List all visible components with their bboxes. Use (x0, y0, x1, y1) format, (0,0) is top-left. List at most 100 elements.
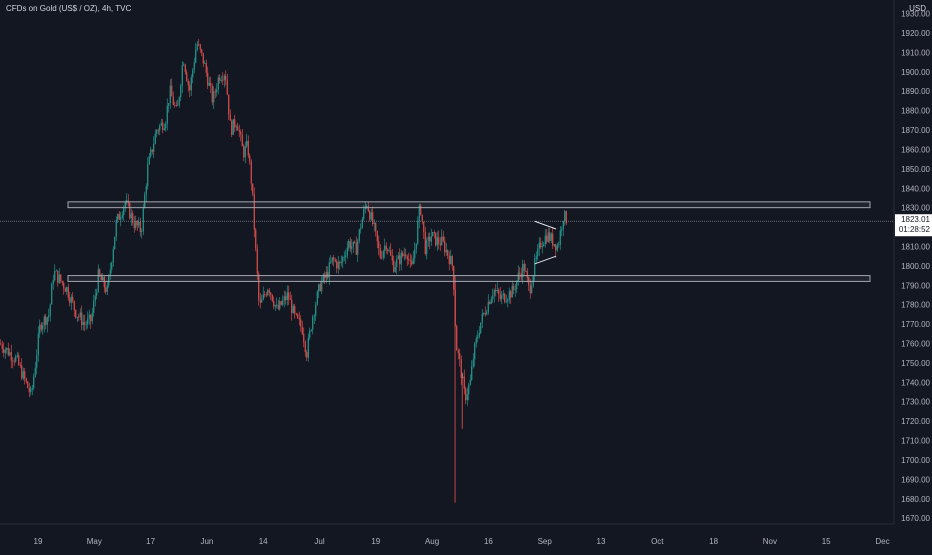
candle-body (325, 272, 327, 278)
candle-body (52, 280, 54, 285)
candle-body (349, 241, 351, 249)
candle-body (195, 49, 197, 63)
candle-body (496, 289, 498, 292)
candle-body (379, 248, 381, 258)
candle-body (339, 261, 341, 264)
candle-body (87, 318, 89, 325)
candle-body (330, 262, 332, 263)
candle-body (525, 270, 527, 272)
candle-body (150, 149, 152, 157)
candle-body (106, 285, 108, 293)
candle-body (198, 44, 200, 46)
candle-body (99, 269, 101, 276)
candle-body (354, 241, 356, 243)
candle-body (222, 79, 224, 81)
candle-body (190, 77, 192, 91)
candle-body (427, 236, 429, 241)
candle-body (60, 274, 62, 282)
candle-body (522, 263, 524, 278)
candle-body (61, 281, 63, 284)
candle-body (562, 221, 564, 230)
candle-body (553, 244, 555, 246)
candle-body (448, 255, 450, 265)
candle-body (184, 64, 186, 73)
price-axis: 1670.00 1680.00 1690.00 1700.00 1710.00 1720.… (893, 0, 931, 524)
candle-body (154, 133, 156, 144)
candle-body (82, 321, 84, 326)
candle-body (276, 304, 278, 306)
current-price-label: 1823.01 (901, 215, 930, 224)
candle-body (477, 336, 479, 339)
candle-body (531, 285, 533, 293)
candle-body (498, 289, 500, 295)
candle-body (211, 85, 213, 103)
candle-body (160, 122, 162, 126)
candle-body (37, 333, 39, 356)
candle-body (64, 288, 66, 292)
candle-body (480, 322, 482, 333)
candle-body (516, 280, 518, 290)
candle-body (327, 272, 329, 278)
candle-body (331, 257, 333, 263)
candle-body (288, 292, 290, 300)
candle-body (552, 233, 554, 246)
candle-body (426, 240, 428, 254)
candle-body (174, 104, 176, 106)
candle-body (256, 248, 258, 274)
time-tick-label: 14 (259, 537, 268, 546)
candle-body (445, 250, 447, 253)
candle-body (550, 233, 552, 241)
candle-body (76, 316, 78, 318)
candle-body (394, 267, 396, 272)
candle-body (253, 193, 255, 230)
candle-body (375, 223, 377, 231)
candle-body (510, 291, 512, 298)
candle-body (93, 300, 95, 313)
price-tick-label: 1880.00 (901, 107, 930, 116)
candle-body (546, 235, 548, 242)
candle-body (382, 251, 384, 258)
candle-body (111, 262, 113, 270)
candle-body (234, 119, 236, 128)
candle-body (85, 324, 87, 326)
candle-body (346, 247, 348, 256)
support-zone (67, 275, 871, 282)
candle-body (247, 140, 249, 156)
currency-label[interactable]: USD (909, 4, 926, 13)
candle-body (177, 105, 179, 106)
candle-body (400, 252, 402, 265)
candle-body (238, 130, 240, 132)
candle-body (469, 380, 471, 385)
candle-body (324, 274, 326, 278)
candle-body (406, 256, 408, 260)
candle-body (196, 44, 198, 50)
candle-body (249, 155, 251, 162)
candle-body (54, 270, 56, 281)
candle-body (348, 241, 350, 248)
time-tick-label: 16 (484, 537, 493, 546)
candle-body (298, 317, 300, 320)
candle-body (28, 387, 30, 393)
candle-body (376, 230, 378, 242)
candle-body (193, 62, 195, 70)
candle-body (265, 294, 267, 296)
candle-body (514, 289, 516, 291)
price-tick-label: 1780.00 (901, 301, 930, 310)
candle-body (16, 355, 18, 357)
price-tick-label: 1750.00 (901, 359, 930, 368)
candle-body (30, 388, 32, 393)
candle-body (540, 242, 542, 248)
candle-body (112, 249, 114, 263)
candle-body (544, 235, 546, 245)
candle-body (39, 324, 41, 334)
price-tick-label: 1680.00 (901, 495, 930, 504)
candle-body (96, 291, 98, 296)
candle-body (21, 365, 23, 379)
candle-body (532, 276, 534, 286)
candle-body (351, 246, 353, 249)
candle-body (18, 355, 20, 365)
price-tick-label: 1720.00 (901, 417, 930, 426)
